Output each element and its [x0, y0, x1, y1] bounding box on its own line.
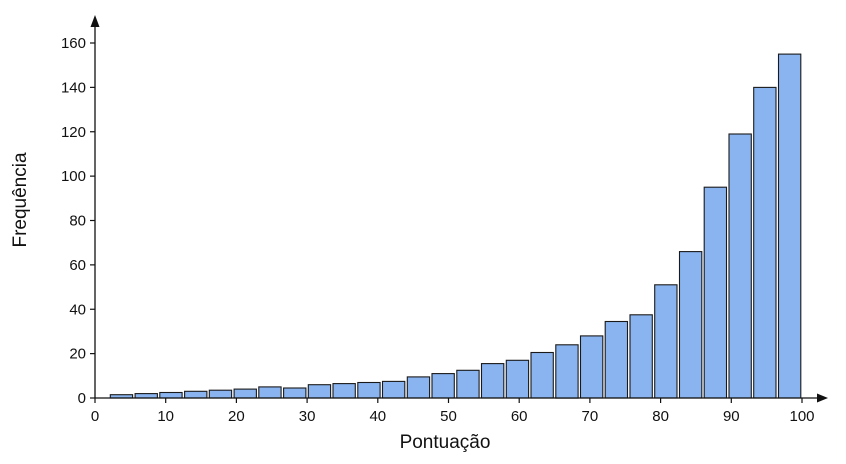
x-tick-label: 0 [91, 408, 99, 425]
y-tick-label: 140 [61, 79, 86, 96]
bar [678, 251, 703, 399]
y-tick-label: 120 [61, 124, 86, 141]
bar [332, 383, 356, 399]
x-tick-label: 60 [511, 408, 528, 425]
bar [703, 186, 728, 399]
y-axis-arrow [90, 15, 100, 27]
y-tick-label: 160 [61, 35, 86, 52]
bar [604, 320, 629, 399]
axes-group [90, 15, 828, 403]
bar [134, 393, 158, 399]
x-tick-label: 90 [723, 408, 740, 425]
x-axis-title: Pontuação [400, 432, 491, 453]
bar [233, 388, 257, 399]
x-tick-label: 40 [369, 408, 386, 425]
y-tick-label: 20 [69, 346, 86, 363]
x-axis-arrow [817, 393, 828, 403]
bar [381, 380, 406, 399]
bars-group [109, 53, 802, 399]
bar [629, 314, 653, 399]
x-tick-label: 70 [582, 408, 599, 425]
bar [753, 86, 777, 399]
x-tick-label: 100 [789, 408, 814, 425]
y-ticks-group: 0 20 40 60 80 100 120 140 160 [61, 35, 95, 407]
x-tick-label: 10 [157, 408, 174, 425]
bar [456, 369, 480, 399]
x-tick-label: 30 [299, 408, 316, 425]
y-tick-label: 40 [69, 301, 86, 318]
bar [728, 133, 752, 399]
y-tick-label: 0 [78, 390, 86, 407]
y-tick-label: 60 [69, 257, 86, 274]
bar [208, 389, 233, 399]
bar [579, 335, 604, 399]
bar [283, 387, 307, 399]
bar [777, 53, 802, 399]
bar [307, 384, 332, 399]
bar [159, 391, 183, 399]
y-tick-label: 80 [69, 213, 86, 230]
y-tick-label: 100 [61, 168, 86, 185]
y-axis-title: Frequência [10, 152, 31, 247]
bar [654, 284, 678, 399]
bar [555, 344, 579, 399]
x-tick-label: 50 [440, 408, 457, 425]
bar [530, 351, 554, 399]
bar [406, 376, 431, 399]
bar [480, 363, 505, 399]
x-tick-label: 20 [228, 408, 245, 425]
bar [258, 386, 282, 399]
bar [184, 390, 208, 399]
bar [431, 373, 455, 399]
bar [357, 381, 381, 399]
bar [505, 359, 530, 399]
x-tick-label: 80 [652, 408, 669, 425]
x-ticks-group: 0 10 20 30 40 50 60 70 80 90 100 [91, 398, 815, 425]
